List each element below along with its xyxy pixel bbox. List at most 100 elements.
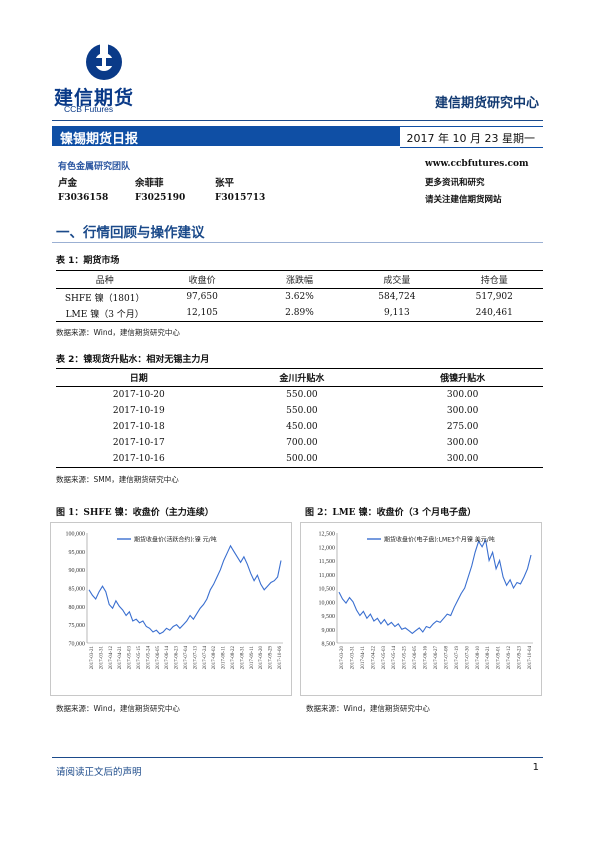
shfe-nickel-close-chart: 70,000 75,000 80,000 85,000 90,000 95,000 100,… [66,532,283,670]
report-title: 镍锡期货日报 [60,132,139,147]
x-tick-label: 2017-09-23 [518,646,523,670]
chart2-source: 数据来源：Wind，建信期货研究中心 [306,704,430,713]
futures-market-table: 品种 收盘价 涨跌幅 成交量 持仓量 SHFE 镍（1801） 97,650 3… [56,270,543,322]
column-header: 持仓量 [445,270,543,289]
table-cell: 700.00 [286,438,318,448]
legend-label: 期货收盘价(活跃合约):镍 元/吨 [134,536,217,544]
more-info-line1: 更多资讯和研究 [425,178,485,188]
chart1-frame: 70,000 75,000 80,000 85,000 90,000 95,000 100,… [50,522,292,696]
table2-source: 数据来源：SMM，建信期货研究中心 [56,475,179,484]
table-cell: 2017-10-17 [112,438,165,448]
y-tick-label: 12,500 [319,532,336,538]
x-tick-label: 2017-04-22 [371,646,376,670]
logo-english-name: CCB Futures [64,104,114,114]
y-tick-label: 9,000 [322,628,336,634]
member-code: F3036158 [58,193,109,203]
research-center-title: 建信期货研究中心 [434,96,539,111]
x-tick-label: 2017-10-04 [528,646,533,670]
x-tick-label: 2017-07-19 [455,646,460,670]
lme-nickel-close-chart: 8,500 9,000 9,500 10,000 10,500 11,000 11,500 1… [319,532,533,670]
x-tick-label: 2017-08-22 [231,646,236,670]
y-tick-label: 80,000 [69,605,86,611]
table-cell: 9,113 [383,308,410,318]
table1-source: 数据来源：Wind，建信期货研究中心 [56,328,180,337]
x-tick-label: 2017-04-21 [118,646,123,670]
x-tick-label: 2017-09-01 [497,646,502,670]
column-header: 品种 [56,270,154,289]
table-row: 2017-10-16 500.00 300.00 [56,451,543,468]
x-tick-label: 2017-03-31 [99,646,104,670]
x-tick-label: 2017-05-03 [382,646,387,670]
column-header: 涨跌幅 [250,270,349,289]
ccb-logo [58,40,150,112]
website-link[interactable]: www.ccbfutures.com [425,159,529,169]
x-tick-label: 2017-06-23 [175,646,180,670]
x-tick-label: 2017-08-21 [486,646,491,670]
member-code: F3025190 [135,193,186,203]
table-cell: 584,724 [378,292,416,302]
y-tick-label: 10,500 [319,587,336,593]
x-tick-label: 2017-05-03 [128,646,133,670]
table-row: 2017-10-17 700.00 300.00 [56,435,543,451]
section-divider [52,242,543,243]
table-cell: LME 镍（3 个月） [65,309,144,320]
x-tick-label: 2017-08-11 [222,646,227,670]
table-row: SHFE 镍（1801） 97,650 3.62% 584,724 517,90… [56,289,543,306]
x-tick-label: 2017-07-13 [193,646,198,670]
x-tick-label: 2017-06-05 [413,646,418,670]
banner-date-area [400,126,543,148]
x-tick-label: 2017-07-24 [203,646,208,670]
y-tick-label: 8,500 [322,642,336,648]
disclaimer-notice: 请阅读正文后的声明 [56,767,142,778]
chart1-source: 数据来源：Wind，建信期货研究中心 [56,704,180,713]
x-tick-label: 2017-05-24 [146,646,151,670]
x-tick-label: 2017-08-10 [476,646,481,670]
y-tick-label: 70,000 [69,642,86,648]
x-tick-label: 2017-04-12 [109,646,114,670]
member-name: 张平 [215,178,235,189]
table-cell: 2017-10-16 [112,454,165,464]
footer-divider [52,757,543,758]
x-tick-label: 2017-10-06 [278,646,283,670]
table-cell: 240,461 [475,308,513,318]
y-tick-label: 10,000 [319,600,336,606]
page-number: 1 [532,762,539,773]
y-tick-label: 11,000 [319,573,335,579]
table-cell: 12,105 [186,308,218,318]
y-tick-label: 85,000 [69,587,86,593]
chart1-caption: 图 1：SHFE 镍：收盘价（主力连续） [56,508,214,518]
report-date: 2017 年 10 月 23 星期一 [406,132,535,145]
x-tick-label: 2017-06-27 [434,646,439,670]
table-cell: 500.00 [286,454,318,464]
table-cell: 517,902 [475,292,513,302]
column-header: 成交量 [348,270,446,289]
x-tick-label: 2017-07-08 [444,646,449,670]
ccb-logo-mark-icon [86,43,122,80]
table-row: LME 镍（3 个月） 12,105 2.89% 9,113 240,461 [56,305,543,322]
x-tick-label: 2017-05-15 [137,646,142,670]
y-tick-label: 12,000 [319,545,336,551]
chart2-frame: 8,500 9,000 9,500 10,000 10,500 11,000 11,500 1… [300,522,542,696]
x-tick-label: 2017-03-20 [340,646,345,670]
table-cell: 300.00 [446,406,479,416]
x-tick-label: 2017-03-21 [90,646,95,670]
y-tick-label: 100,000 [66,532,86,538]
table-cell: 450.00 [286,422,318,432]
table-header-row: 品种 收盘价 涨跌幅 成交量 持仓量 [56,270,543,289]
table-cell: 300.00 [446,438,479,448]
table-cell: 550.00 [286,406,318,416]
x-tick-label: 2017-03-31 [350,646,355,670]
table-cell: SHFE 镍（1801） [64,293,145,304]
table-cell: 300.00 [446,390,479,400]
spot-premium-table: 日期 金川升贴水 俄镍升贴水 2017-10-20 550.00 300.00 … [56,368,543,468]
column-header: 日期 [56,368,222,387]
table-row: 2017-10-18 450.00 275.00 [56,419,543,435]
x-tick-label: 2017-06-16 [424,646,429,670]
column-header: 金川升贴水 [221,368,383,387]
x-tick-label: 2017-08-02 [212,646,217,670]
x-tick-label: 2017-09-11 [250,646,255,670]
table1-caption: 表 1：期货市场 [56,256,120,266]
x-tick-label: 2017-09-12 [507,646,512,670]
x-tick-label: 2017-08-31 [240,646,245,670]
table-cell: 2.89% [285,308,314,318]
